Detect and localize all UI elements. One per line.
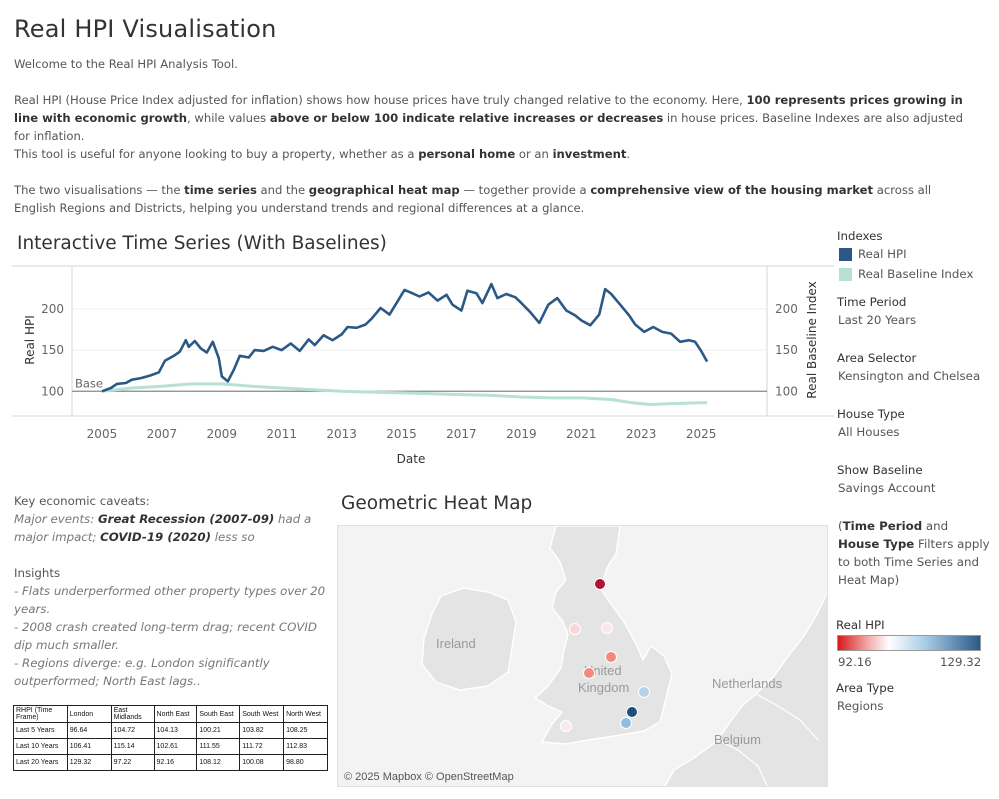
caveats-title: Key economic caveats: bbox=[14, 494, 150, 508]
heat-map-title: Geometric Heat Map bbox=[341, 493, 533, 514]
house-type-filter[interactable]: All Houses bbox=[838, 425, 900, 439]
time-period-filter[interactable]: Last 20 Years bbox=[838, 313, 917, 327]
map-great-britain bbox=[533, 526, 673, 745]
area-type-filter[interactable]: Regions bbox=[837, 699, 884, 713]
insights-block: Insights - Flats underperformed other pr… bbox=[14, 564, 334, 690]
insight-3: - Regions diverge: e.g. London significa… bbox=[14, 656, 270, 688]
real-hpi-scale-max: 129.32 bbox=[940, 655, 982, 669]
area-selector-label: Area Selector bbox=[837, 351, 917, 365]
map-marker-north-west[interactable] bbox=[569, 623, 581, 635]
x-tick-label: 2005 bbox=[87, 427, 118, 441]
y-tick-label: 100 bbox=[41, 384, 64, 398]
show-baseline-label: Show Baseline bbox=[837, 463, 923, 477]
baseline-series-line[interactable] bbox=[101, 382, 708, 406]
table-row: Last 20 Years 129.32 97.22 92.16 108.12 100.0… bbox=[13, 754, 328, 771]
legend-swatch-real-hpi bbox=[839, 248, 852, 261]
map-marker-london[interactable] bbox=[626, 706, 638, 718]
map-label-ireland: Ireland bbox=[436, 636, 476, 651]
house-type-label: House Type bbox=[837, 407, 905, 421]
y2-tick-label: 150 bbox=[775, 343, 798, 357]
x-tick-label: 2023 bbox=[626, 427, 657, 441]
indexes-legend-title: Indexes bbox=[837, 229, 883, 243]
real-hpi-series-line[interactable] bbox=[101, 282, 709, 393]
x-tick-label: 2007 bbox=[147, 427, 178, 441]
indexes-legend: Real HPI Real Baseline Index bbox=[839, 244, 973, 284]
x-tick-label: 2019 bbox=[506, 427, 537, 441]
legend-item-real-hpi[interactable]: Real HPI bbox=[839, 244, 973, 264]
area-selector-filter[interactable]: Kensington and Chelsea bbox=[838, 369, 981, 383]
map-ireland bbox=[421, 587, 517, 691]
real-hpi-color-scale bbox=[837, 635, 981, 651]
y-tick-label: 200 bbox=[41, 302, 64, 316]
filter-note: (Time Period and House Type Filters appl… bbox=[838, 519, 990, 587]
y-axis-label: Real HPI bbox=[23, 315, 37, 364]
time-period-label: Time Period bbox=[837, 295, 907, 309]
table-header: South East bbox=[196, 705, 241, 723]
usage-paragraph: This tool is useful for anyone looking t… bbox=[14, 147, 631, 161]
real-hpi-scale-min: 92.16 bbox=[838, 655, 872, 669]
area-type-label: Area Type bbox=[836, 681, 894, 695]
time-series-title: Interactive Time Series (With Baselines) bbox=[17, 233, 387, 254]
map-marker-south-west[interactable] bbox=[560, 720, 572, 732]
heat-map[interactable]: Ireland United Kingdom Netherlands Belgi… bbox=[337, 525, 828, 787]
map-marker-east-midlands[interactable] bbox=[605, 651, 617, 663]
table-header: North West bbox=[283, 705, 328, 723]
x-tick-label: 2015 bbox=[386, 427, 417, 441]
insights-title: Insights bbox=[14, 566, 61, 580]
table-header: North East bbox=[153, 705, 198, 723]
caveats-block: Key economic caveats: Major events: Grea… bbox=[14, 492, 334, 546]
show-baseline-filter[interactable]: Savings Account bbox=[838, 481, 936, 495]
real-hpi-scale-label: Real HPI bbox=[836, 618, 885, 632]
map-marker-west-midlands[interactable] bbox=[583, 667, 595, 679]
legend-item-baseline[interactable]: Real Baseline Index bbox=[839, 264, 973, 284]
table-header: East Midlands bbox=[110, 705, 155, 723]
x-tick-label: 2025 bbox=[686, 427, 717, 441]
y-tick-label: 150 bbox=[41, 343, 64, 357]
insight-2: - 2008 crash created long-term drag; rec… bbox=[14, 620, 317, 652]
page-title: Real HPI Visualisation bbox=[14, 15, 277, 43]
welcome-text: Welcome to the Real HPI Analysis Tool. bbox=[14, 57, 238, 71]
x-tick-label: 2017 bbox=[446, 427, 477, 441]
x-tick-label: 2021 bbox=[566, 427, 597, 441]
x-tick-label: 2011 bbox=[266, 427, 297, 441]
table-header: RHPI (Time Frame) bbox=[13, 705, 68, 723]
table-row: Last 10 Years 106.41 115.14 102.61 111.55 111… bbox=[13, 738, 328, 755]
intro-paragraph: Real HPI (House Price Index adjusted for… bbox=[14, 93, 964, 143]
map-label-kingdom: Kingdom bbox=[578, 680, 629, 695]
base-label: Base bbox=[75, 376, 103, 390]
map-marker-east-of-england[interactable] bbox=[638, 686, 650, 698]
map-attribution[interactable]: © 2025 Mapbox © OpenStreetMap bbox=[344, 771, 514, 783]
map-marker-south-east[interactable] bbox=[620, 717, 632, 729]
table-row: Last 5 Years 96.64 104.72 104.13 100.21 103.8… bbox=[13, 722, 328, 739]
visualisation-paragraph: The two visualisations — the time series… bbox=[14, 183, 932, 215]
map-label-netherlands: Netherlands bbox=[712, 676, 783, 691]
table-header: South West bbox=[239, 705, 285, 723]
caveats-text: Major events: Great Recession (2007-09) … bbox=[14, 512, 312, 544]
time-series-chart[interactable]: 100 150 200 100 150 200 2005 2007 2009 2011 2013… bbox=[0, 260, 835, 470]
table-header: London bbox=[66, 705, 112, 723]
y2-tick-label: 200 bbox=[775, 302, 798, 316]
legend-swatch-baseline bbox=[839, 268, 852, 281]
map-canvas[interactable]: Ireland United Kingdom Netherlands Belgi… bbox=[338, 526, 828, 787]
map-label-belgium: Belgium bbox=[714, 732, 761, 747]
rhpi-summary-table: RHPI (Time Frame) London East Midlands N… bbox=[13, 705, 328, 771]
x-axis-label: Date bbox=[397, 452, 426, 466]
y2-axis-label: Real Baseline Index bbox=[805, 281, 819, 398]
map-continent bbox=[664, 589, 827, 786]
insight-1: - Flats underperformed other property ty… bbox=[14, 584, 326, 616]
map-marker-north-east[interactable] bbox=[594, 578, 606, 590]
y2-tick-label: 100 bbox=[775, 384, 798, 398]
map-marker-yorkshire[interactable] bbox=[601, 622, 613, 634]
x-tick-label: 2013 bbox=[326, 427, 357, 441]
table-header-row: RHPI (Time Frame) London East Midlands N… bbox=[13, 705, 328, 723]
x-tick-label: 2009 bbox=[207, 427, 238, 441]
